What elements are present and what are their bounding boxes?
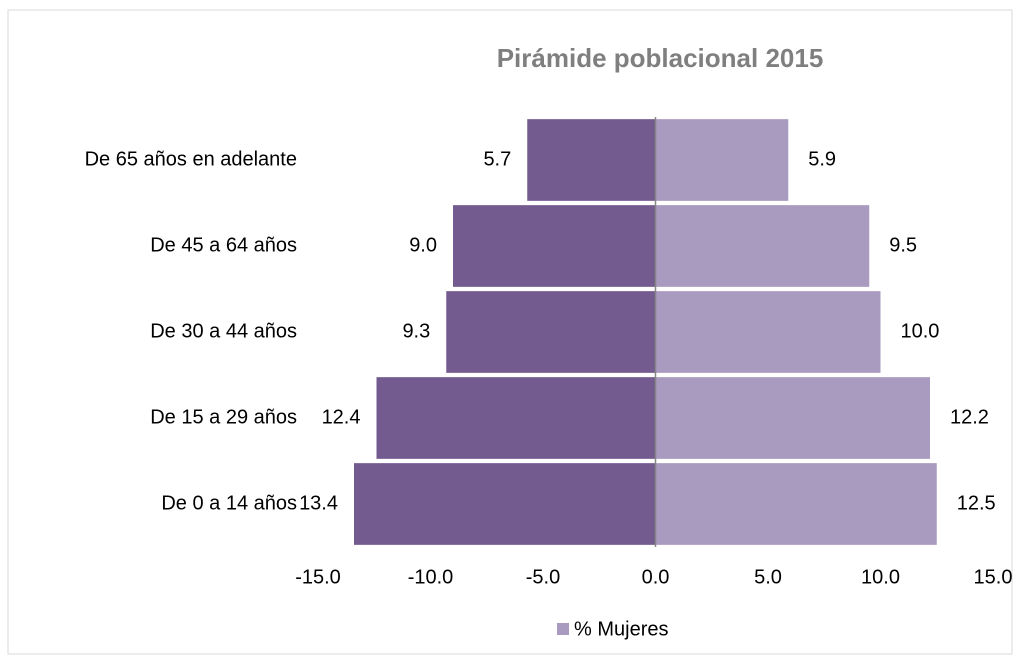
data-label: 12.4 <box>322 406 361 428</box>
y-tick-label: De 30 a 44 años <box>150 320 297 342</box>
data-label: 10.0 <box>901 320 940 342</box>
data-label: 9.0 <box>409 234 437 256</box>
bar <box>655 119 789 201</box>
data-label: 12.5 <box>957 492 996 514</box>
x-tick-label: 15.0 <box>974 566 1013 588</box>
x-tick-label: 0.0 <box>642 566 670 588</box>
data-label: 12.2 <box>950 406 989 428</box>
data-label: 9.3 <box>402 320 430 342</box>
bar <box>446 291 656 373</box>
data-label: 9.5 <box>889 234 917 256</box>
y-tick-label: De 65 años en adelante <box>85 148 297 170</box>
bar <box>376 377 656 459</box>
x-tick-label: 10.0 <box>861 566 900 588</box>
bar <box>655 377 930 459</box>
y-tick-label: De 0 a 14 años <box>161 492 297 514</box>
legend-label: % Mujeres <box>574 618 668 640</box>
x-tick-label: -15.0 <box>295 566 341 588</box>
bar <box>453 205 656 287</box>
data-label: 13.4 <box>299 492 338 514</box>
data-label: 5.9 <box>808 148 836 170</box>
x-tick-label: -10.0 <box>408 566 454 588</box>
bar <box>655 291 881 373</box>
x-tick-label: 5.0 <box>754 566 782 588</box>
legend-swatch <box>557 623 569 635</box>
bar <box>527 119 656 201</box>
x-tick-label: -5.0 <box>526 566 560 588</box>
y-tick-label: De 15 a 29 años <box>150 406 297 428</box>
bar <box>655 205 870 287</box>
chart-title: Pirámide poblacional 2015 <box>497 43 824 73</box>
bar <box>655 463 937 545</box>
y-tick-label: De 45 a 64 años <box>150 234 297 256</box>
bar <box>354 463 656 545</box>
data-label: 5.7 <box>483 148 511 170</box>
